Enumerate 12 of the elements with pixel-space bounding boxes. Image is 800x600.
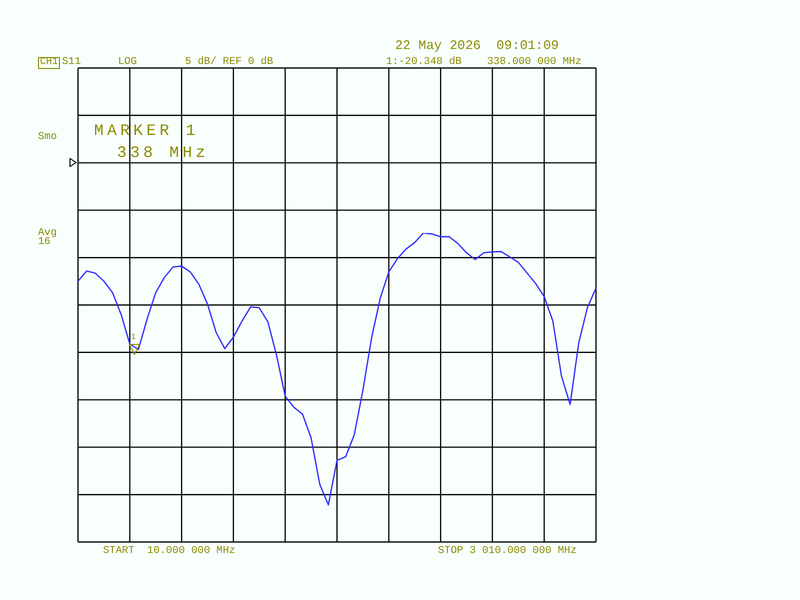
text: 22 May 2026 09:01:09: [395, 38, 559, 53]
text: S11: [62, 56, 81, 68]
text: STOP 3 010.000 000 MHz: [438, 545, 577, 557]
text: LOG: [118, 56, 137, 68]
text: Smo: [38, 131, 57, 143]
text: START 10.000 000 MHz: [103, 545, 236, 557]
text: 5 dB/ REF 0 dB: [185, 56, 274, 68]
text: 338.000 000 MHz: [487, 56, 582, 68]
text: 1:-20.348 dB: [386, 56, 462, 68]
text: Avg: [38, 227, 57, 239]
annotation: 1: [131, 333, 136, 343]
text: 16: [38, 236, 51, 248]
